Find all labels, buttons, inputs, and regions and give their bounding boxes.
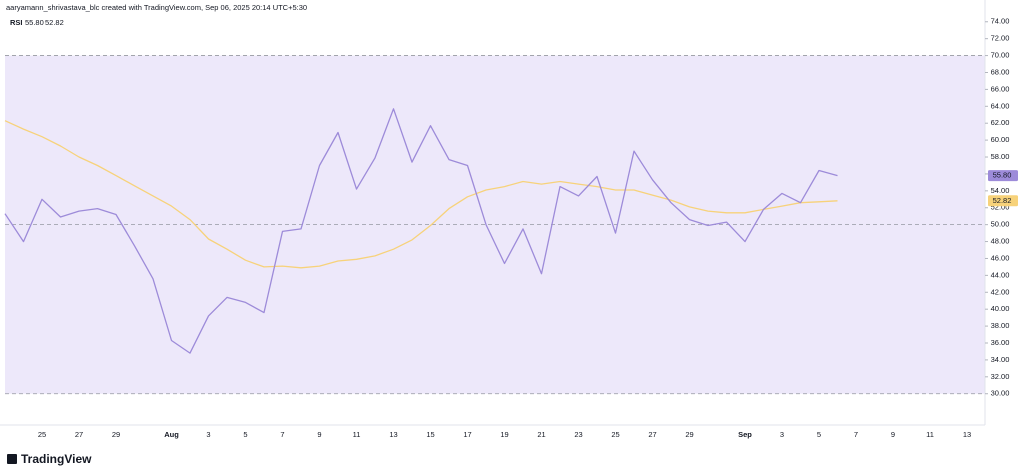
value-tag	[988, 195, 1018, 207]
y-tick-label: 30.00	[991, 389, 1010, 398]
y-tick-label: 52.00	[991, 203, 1010, 212]
y-tick-label: 62.00	[991, 118, 1010, 127]
y-tick-label: 50.00	[991, 220, 1010, 229]
legend-value: 52.82	[45, 18, 64, 27]
x-tick-label: 25	[611, 430, 619, 439]
y-tick-label: 70.00	[991, 51, 1010, 60]
x-tick-label: Aug	[164, 430, 179, 439]
y-tick-label: 66.00	[991, 84, 1010, 93]
brand: TradingView	[21, 452, 92, 466]
y-tick-label: 60.00	[991, 135, 1010, 144]
x-tick-label: 3	[780, 430, 784, 439]
x-tick-label: 13	[389, 430, 397, 439]
y-tick-label: 38.00	[991, 321, 1010, 330]
x-tick-label: 9	[891, 430, 895, 439]
x-tick-label: 17	[463, 430, 471, 439]
y-tick-label: 58.00	[991, 152, 1010, 161]
x-tick-label: 27	[75, 430, 83, 439]
y-tick-label: 74.00	[991, 17, 1010, 26]
x-tick-label: 27	[648, 430, 656, 439]
y-tick-label: 48.00	[991, 237, 1010, 246]
value-tag	[988, 170, 1018, 182]
y-tick-label: 44.00	[991, 270, 1010, 279]
caption: aaryamann_shrivastava_blc created with T…	[6, 3, 307, 12]
x-tick-label: 3	[206, 430, 210, 439]
logo-mark	[7, 454, 17, 464]
x-tick-label: 11	[926, 430, 934, 439]
x-tick-label: 29	[112, 430, 120, 439]
x-tick-label: 21	[537, 430, 545, 439]
x-tick-label: 25	[38, 430, 46, 439]
brand-logo: TradingView	[7, 452, 92, 466]
x-tick-label: 7	[854, 430, 858, 439]
series-line	[4, 120, 838, 269]
y-tick-label: 68.00	[991, 67, 1010, 76]
x-tick-label: 15	[426, 430, 434, 439]
x-tick-label: 29	[685, 430, 693, 439]
x-tick-label: 7	[280, 430, 284, 439]
x-tick-label: 23	[574, 430, 582, 439]
x-tick-label: 11	[353, 430, 361, 439]
y-tick-label: 40.00	[991, 304, 1010, 313]
y-tick-label: 36.00	[991, 338, 1010, 347]
x-tick-label: Sep	[738, 430, 752, 439]
indicator-name: RSI	[10, 18, 23, 27]
x-tick-label: 5	[817, 430, 821, 439]
x-tick-label: 19	[500, 430, 508, 439]
x-tick-label: 5	[243, 430, 247, 439]
y-tick-label: 64.00	[991, 101, 1010, 110]
y-tick-label: 72.00	[991, 34, 1010, 43]
y-tick-label: 42.00	[991, 287, 1010, 296]
y-tick-label: 46.00	[991, 253, 1010, 262]
value-tag-label: 52.82	[993, 196, 1012, 205]
series-line	[4, 108, 838, 354]
legend-value: 55.80	[25, 18, 44, 27]
y-tick-label: 34.00	[991, 355, 1010, 364]
y-tick-label: 32.00	[991, 372, 1010, 381]
x-tick-label: 9	[317, 430, 321, 439]
value-tag-label: 55.80	[993, 171, 1012, 180]
x-tick-label: 13	[963, 430, 971, 439]
y-tick-label: 54.00	[991, 186, 1010, 195]
